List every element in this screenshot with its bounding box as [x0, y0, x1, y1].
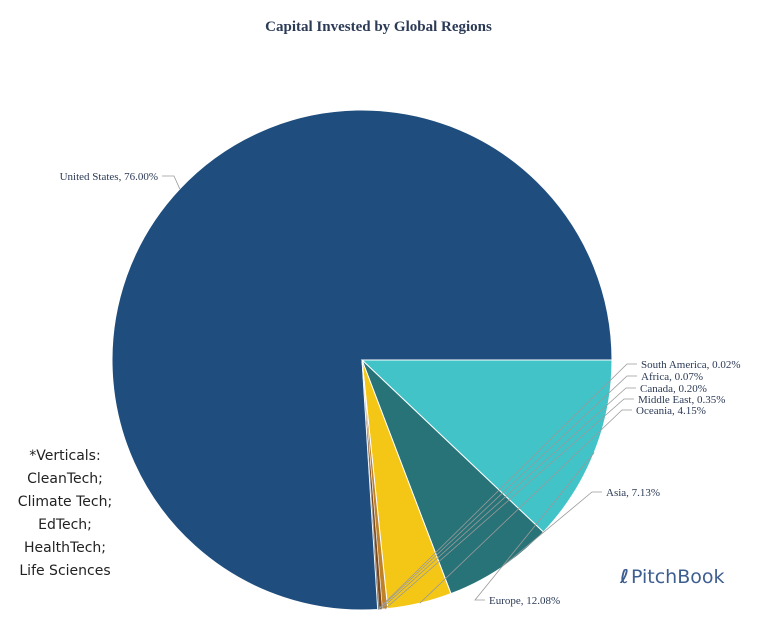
label-leader-line: [384, 398, 634, 610]
slice-label-africa: Africa, 0.07%: [641, 371, 703, 383]
verticals-note: *Verticals: CleanTech; Climate Tech; EdT…: [10, 445, 120, 583]
note-line: EdTech;: [38, 517, 92, 533]
label-leader-line: [419, 409, 632, 604]
note-line: CleanTech;: [27, 471, 103, 487]
pitchbook-leaf-icon: ℓ: [620, 566, 629, 588]
brand-name: PitchBook: [630, 566, 725, 588]
label-leader-line: [380, 387, 636, 610]
slice-label-united-states: United States, 76.00%: [60, 171, 158, 183]
note-line: *Verticals:: [29, 448, 101, 464]
slice-label-middle-east: Middle East, 0.35%: [638, 394, 725, 406]
pitchbook-logo: ℓ PitchBook: [620, 566, 725, 588]
label-leaders: [162, 175, 637, 610]
label-leader-line: [377, 363, 637, 610]
chart-title: Capital Invested by Global Regions: [265, 19, 492, 35]
note-line: HealthTech;: [23, 540, 107, 556]
slice-label-europe: Europe, 12.08%: [489, 595, 560, 607]
label-leader-line: [378, 375, 637, 610]
label-leader-line: [162, 175, 181, 190]
label-leader-line: [474, 452, 595, 601]
note-line: Life Sciences: [19, 563, 111, 579]
slice-label-canada: Canada, 0.20%: [640, 383, 707, 395]
slice-label-south-america: South America, 0.02%: [641, 359, 741, 371]
slice-label-oceania: Oceania, 4.15%: [636, 405, 706, 417]
slice-labels: United States, 76.00% Europe, 12.08% Asia,…: [60, 171, 741, 607]
note-line: Climate Tech;: [17, 494, 113, 510]
label-leader-line: [500, 491, 602, 569]
pie-slices: [111, 109, 613, 611]
slice-label-asia: Asia, 7.13%: [606, 487, 660, 499]
